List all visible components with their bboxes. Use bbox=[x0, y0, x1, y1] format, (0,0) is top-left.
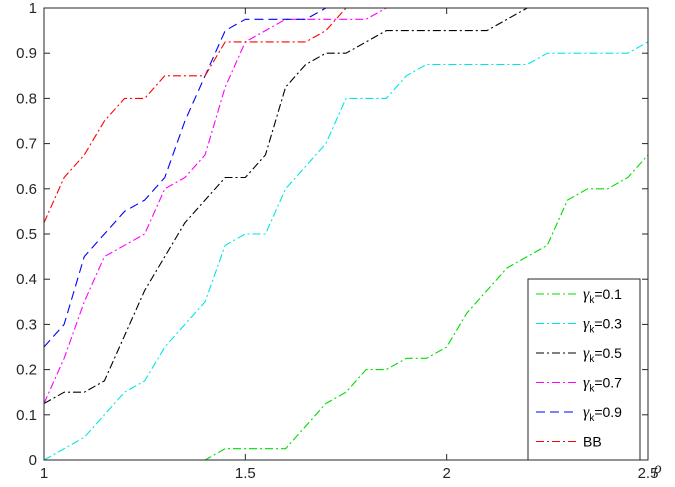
legend-label: γk=0.9 bbox=[583, 404, 622, 424]
y-tick-label: 0.7 bbox=[16, 136, 37, 153]
x-axis-label: ρ bbox=[653, 460, 662, 477]
x-tick-label: 2.5 bbox=[638, 465, 659, 482]
series-line bbox=[43, 7, 648, 404]
series-line bbox=[43, 7, 648, 348]
y-tick-label: 0.8 bbox=[16, 90, 37, 107]
legend: γk=0.1 γk=0.3 γk=0.5 γk=0.7 γk=0.9 BB bbox=[527, 278, 641, 461]
y-tick-label: 1 bbox=[29, 0, 37, 17]
x-tick-label: 2 bbox=[442, 465, 450, 482]
y-tick-label: 0 bbox=[29, 452, 37, 469]
axis-layer: 1 1.5 2 2.5 0 0.1 0.2 0.3 0.4 0.5 0.6 0.7 0.8 0.9 1 bbox=[16, 0, 658, 482]
legend-box bbox=[527, 278, 641, 461]
series-line bbox=[44, 154, 649, 461]
y-tick-label: 0.9 bbox=[16, 45, 37, 62]
y-tick-label: 0.2 bbox=[16, 362, 37, 379]
y-tick-label: 0.4 bbox=[16, 271, 37, 288]
legend-label: γk=0.3 bbox=[583, 316, 622, 336]
y-tick-label: 0.1 bbox=[16, 407, 37, 424]
series-line bbox=[43, 41, 649, 461]
legend-label: BB bbox=[583, 434, 602, 450]
y-tick-label: 0.3 bbox=[16, 316, 37, 333]
legend-label: γk=0.5 bbox=[583, 345, 622, 365]
x-tick-label: 1.5 bbox=[235, 465, 256, 482]
legend-label: γk=0.7 bbox=[583, 375, 622, 395]
y-tick-label: 0.5 bbox=[16, 226, 37, 243]
y-tick-label: 0.6 bbox=[16, 181, 37, 198]
series-line bbox=[43, 7, 648, 404]
series-line bbox=[43, 7, 648, 223]
x-tick-label: 1 bbox=[40, 465, 48, 482]
series-layer bbox=[43, 7, 649, 461]
legend-label: γk=0.1 bbox=[583, 286, 622, 306]
